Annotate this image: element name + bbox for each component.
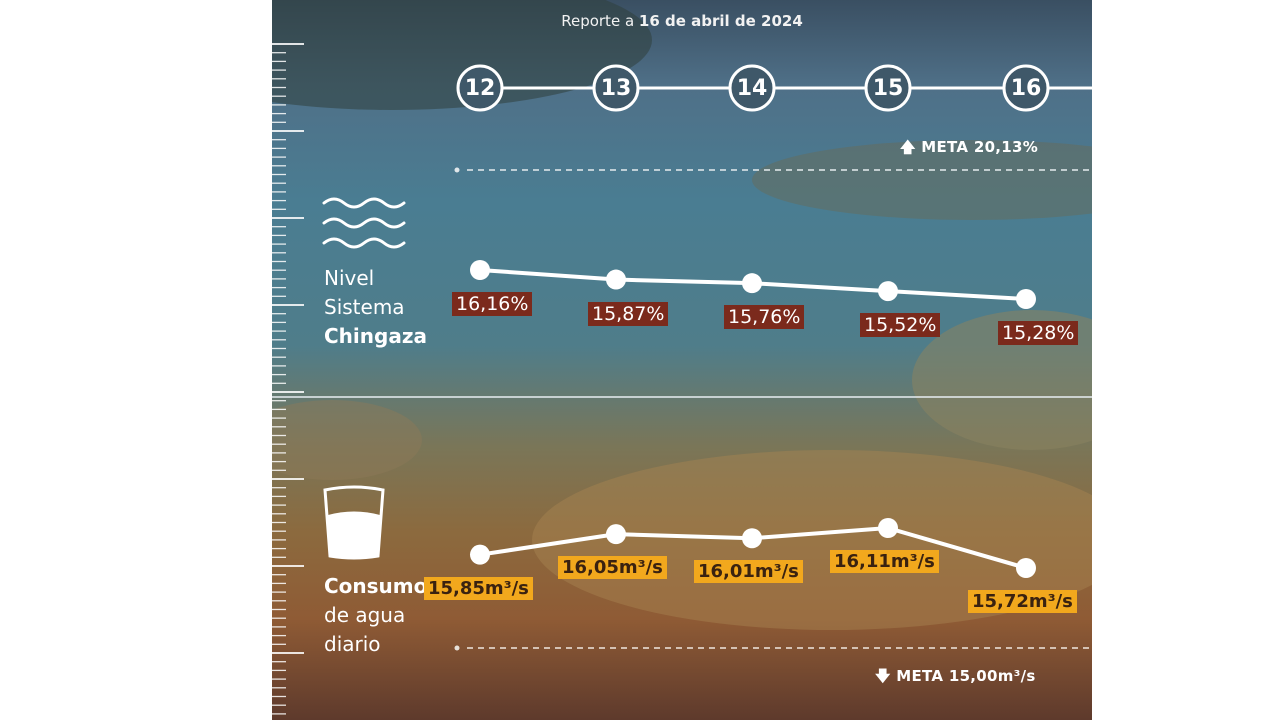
data-point (742, 273, 762, 294)
data-label: 16,11m³/s (830, 550, 939, 573)
day-label: 15 (872, 75, 904, 101)
infographic-panel: Reporte a 16 de abril de 2024 12 13 14 15 16… (272, 0, 1092, 720)
consumo-label-line3: diario (324, 632, 381, 656)
arrow-up-icon: 🡅 (900, 138, 916, 156)
day-circle (728, 64, 776, 112)
data-label: 15,28% (998, 321, 1079, 345)
meta-top-dot (454, 167, 460, 173)
report-prefix: Reporte a (561, 12, 639, 30)
report-date: Reporte a 16 de abril de 2024 (272, 12, 1092, 30)
data-point (878, 518, 898, 538)
data-label: 15,76% (724, 305, 805, 330)
meta-bottom-label: META 15,00m³/s (896, 667, 1036, 685)
day-circle (592, 64, 640, 112)
data-label: 16,05m³/s (558, 556, 667, 580)
ruler-scale (272, 43, 304, 715)
data-point (470, 260, 490, 280)
data-point (470, 544, 490, 565)
chart-canvas (272, 0, 1092, 715)
data-point (606, 524, 626, 545)
nivel-label: Nivel Sistema Chingaza (324, 264, 427, 351)
water-glass-icon (323, 485, 385, 560)
data-point (742, 528, 762, 549)
meta-top-label: META 20,13% (921, 138, 1039, 156)
data-label: 15,52% (860, 313, 941, 338)
data-label: 16,01m³/s (694, 560, 803, 584)
data-label: 15,72m³/s (968, 590, 1077, 613)
day-label: 13 (600, 75, 632, 101)
data-label: 15,87% (588, 301, 669, 326)
water-waves-icon (322, 197, 406, 249)
arrow-down-icon: 🡇 (875, 667, 891, 685)
nivel-label-line1: Nivel (324, 266, 375, 290)
nivel-label-line3: Chingaza (324, 324, 427, 348)
report-date-value: 16 de abril de 2024 (638, 12, 803, 30)
meta-top: 🡅 META 20,13% (900, 137, 1038, 162)
data-point (1016, 289, 1036, 309)
day-label: 14 (736, 75, 768, 101)
day-label: 12 (464, 75, 496, 101)
day-circle (1002, 64, 1050, 112)
data-point (878, 281, 898, 302)
nivel-label-line2: Sistema (324, 295, 405, 319)
consumo-label: Consumo de agua diario (324, 572, 427, 659)
data-label: 15,85m³/s (424, 576, 533, 600)
consumo-label-line2: de agua (324, 603, 406, 627)
consumo-label-line1: Consumo (324, 574, 428, 598)
meta-bottom: 🡇 META 15,00m³/s (875, 666, 1036, 691)
day-circle (864, 64, 912, 112)
consumo-series (470, 518, 1036, 578)
meta-bottom-dot (454, 645, 460, 651)
day-label: 16 (1010, 75, 1042, 101)
nivel-series (470, 260, 1036, 309)
data-point (606, 269, 626, 290)
day-circle (456, 64, 504, 112)
data-label: 16,16% (452, 292, 533, 316)
data-point (1016, 558, 1036, 578)
